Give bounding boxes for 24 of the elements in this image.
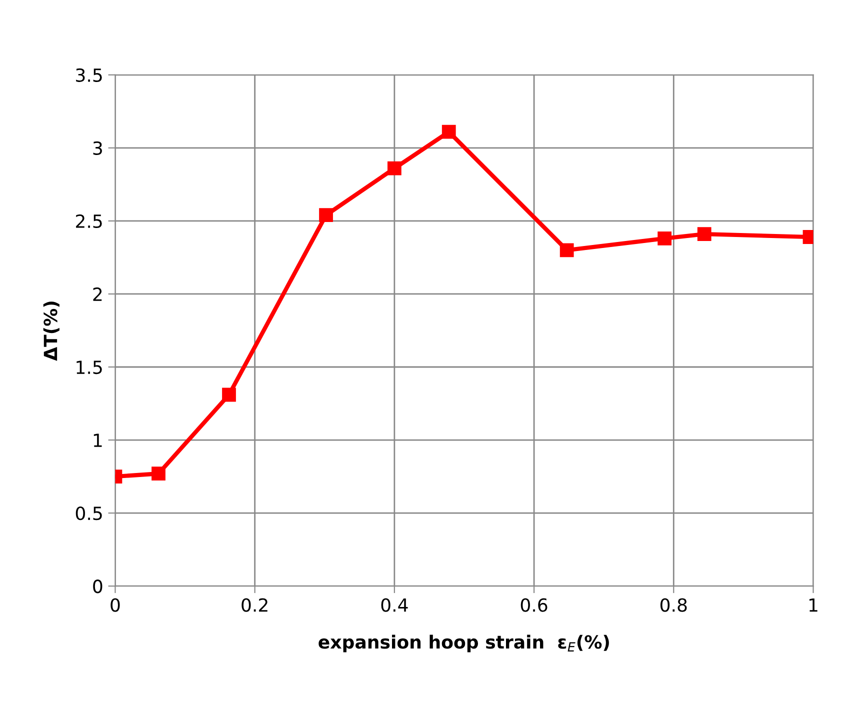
point — [319, 208, 333, 222]
point — [442, 124, 456, 139]
y-tick-label: 3.5 — [76, 68, 102, 82]
x-tick-label: 0.4 — [381, 598, 408, 612]
x-tick-label: 0.8 — [660, 598, 687, 612]
y-axis-title: ΔT(%) — [43, 302, 60, 361]
y-tick-label: 1 — [94, 434, 102, 447]
y-tick-label: 0 — [93, 580, 102, 594]
y-tick-label: 2 — [93, 287, 102, 301]
y-tick-label: 0.5 — [76, 506, 102, 520]
point — [560, 243, 574, 258]
point — [697, 227, 712, 242]
point — [658, 232, 672, 246]
x-tick-label: 0.2 — [242, 598, 268, 612]
x-tick-label: 0.6 — [520, 598, 548, 612]
point — [152, 466, 166, 481]
point — [222, 388, 236, 402]
x-axis-title: expansion hoop strain ε$_{E}$(%) — [318, 634, 609, 652]
x-tick-label: 1 — [809, 598, 818, 612]
y-tick-label: 1.5 — [76, 360, 102, 374]
point — [387, 161, 402, 176]
y-tick-label: 2.5 — [76, 214, 102, 228]
y-tick-label: 3 — [93, 141, 102, 156]
x-tick-label: 0 — [110, 598, 120, 612]
